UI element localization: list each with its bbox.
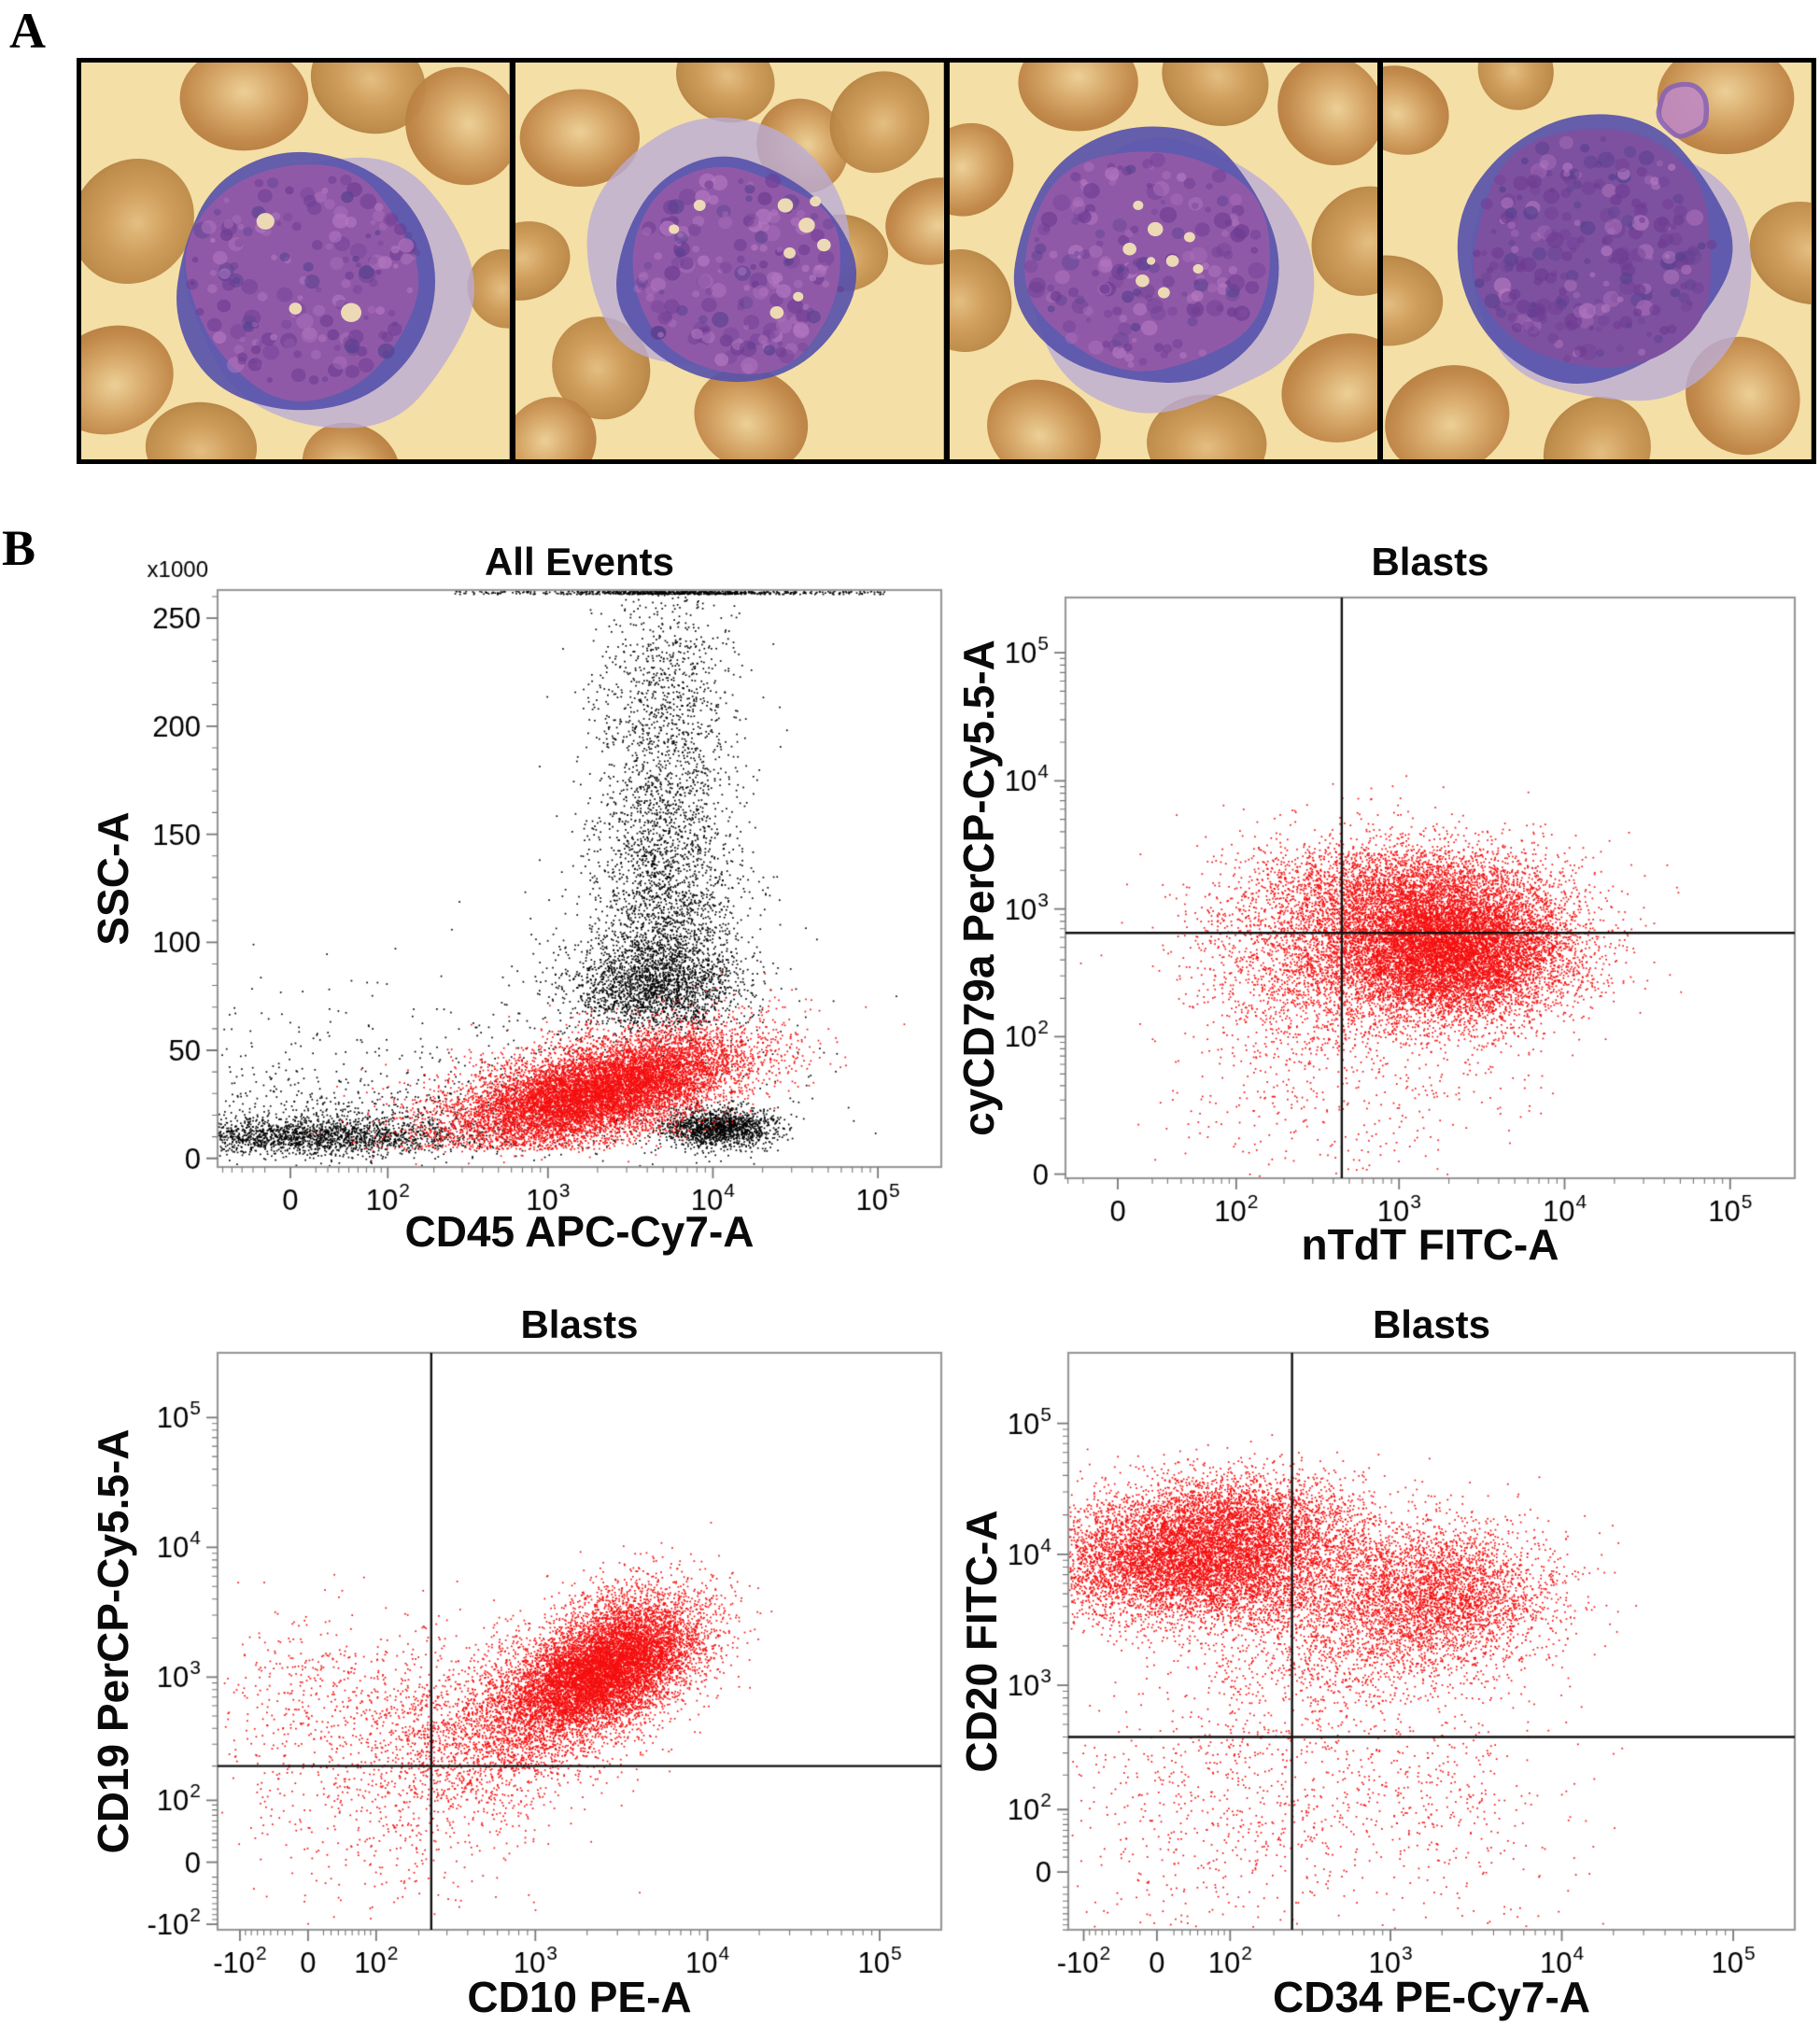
- scatter-canvas-cd34-cd20: [933, 1311, 1820, 2018]
- micrograph-2: [515, 63, 944, 459]
- x-axis-title-cd10: CD10 PE-A: [467, 1973, 692, 2021]
- micrograph-svg: [81, 63, 510, 459]
- x-axis-title-cd45: CD45 APC-Cy7-A: [404, 1207, 755, 1256]
- micrograph-svg: [1383, 63, 1812, 459]
- micrograph-4: [1383, 63, 1812, 459]
- micrograph-strip: [77, 58, 1816, 464]
- scatter-canvas-cd10-cd19: [82, 1311, 979, 2018]
- x-axis-title-ntdt: nTdT FITC-A: [1301, 1220, 1559, 1269]
- x-axis-title-cd34: CD34 PE-Cy7-A: [1273, 1973, 1590, 2021]
- micrograph-svg: [949, 63, 1378, 459]
- scatter-canvas-all-events: [82, 548, 979, 1256]
- micrograph-svg: [515, 63, 944, 459]
- panel-a-label: A: [9, 3, 46, 59]
- micrograph-3: [949, 63, 1378, 459]
- scatter-canvas-tdt-cd79a: [930, 555, 1820, 1267]
- panel-b-label: B: [2, 520, 36, 576]
- micrograph-1: [81, 63, 510, 459]
